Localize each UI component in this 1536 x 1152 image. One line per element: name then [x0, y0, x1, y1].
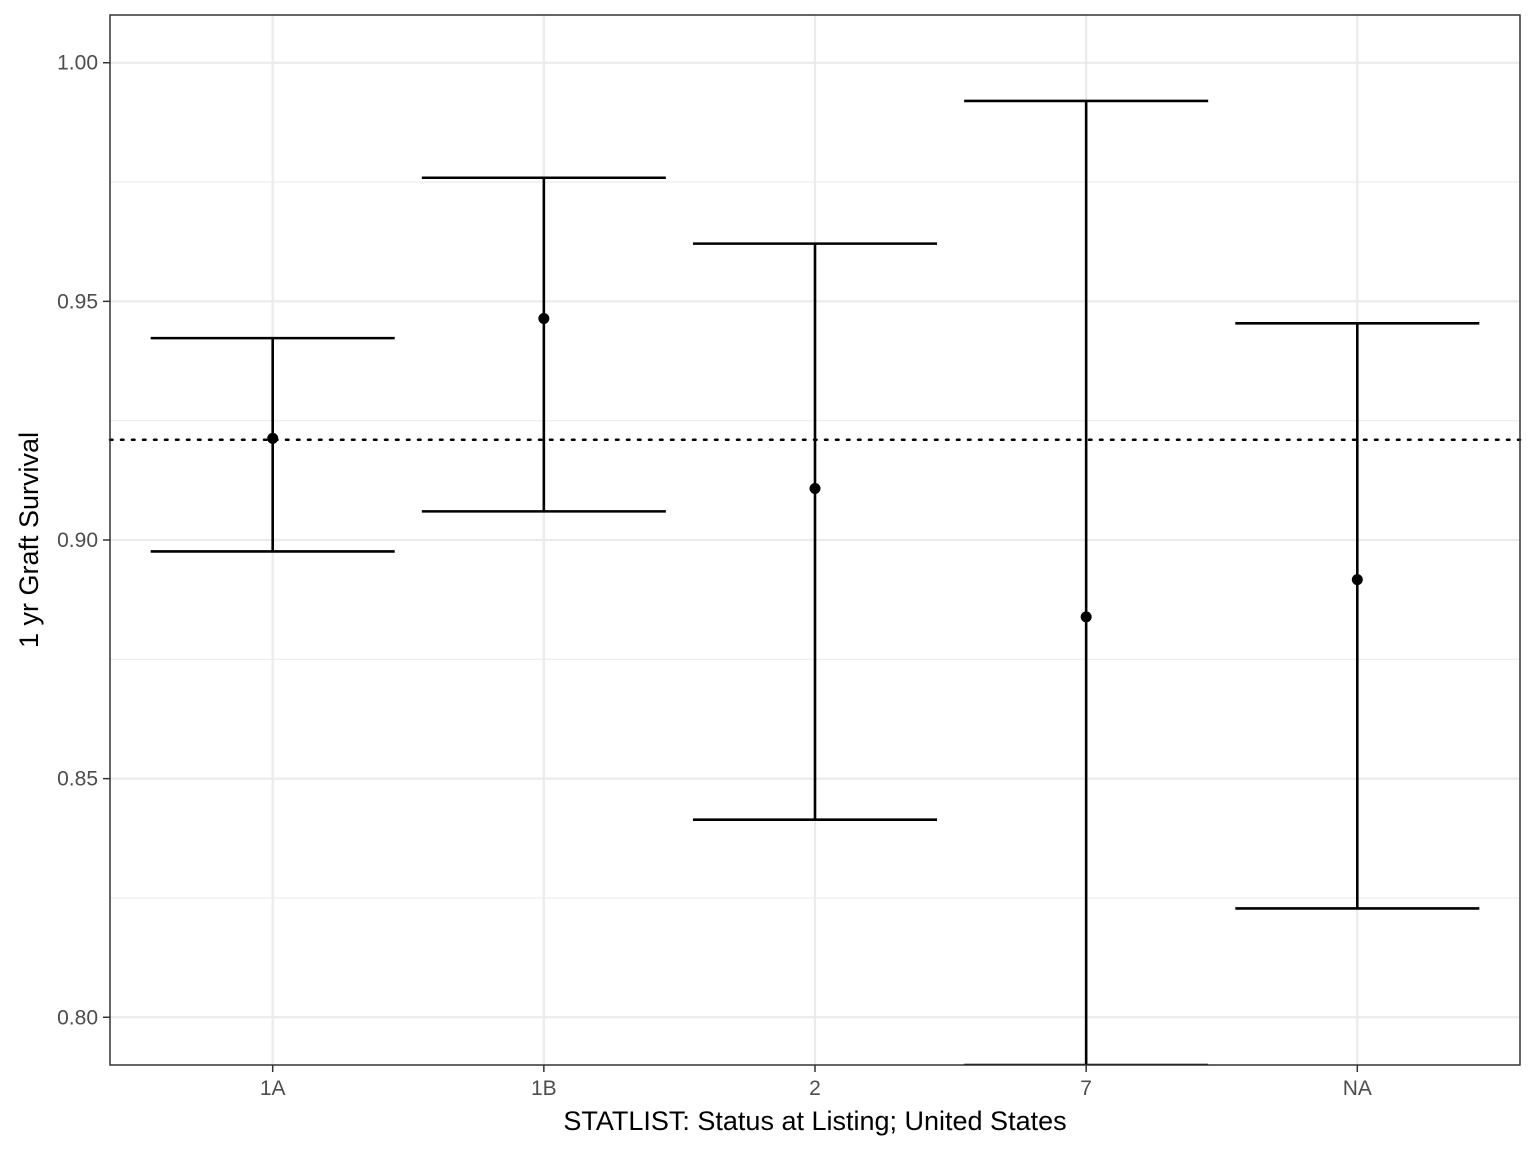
- x-tick-label: NA: [1343, 1077, 1372, 1100]
- y-tick-label: 0.90: [57, 529, 98, 552]
- y-tick-label: 0.85: [57, 768, 98, 791]
- point-estimate-2: [809, 482, 821, 494]
- point-estimate-NA: [1351, 574, 1363, 586]
- x-tick-label: 7: [1080, 1077, 1092, 1100]
- x-tick-label: 2: [809, 1077, 821, 1100]
- x-axis-title: STATLIST: Status at Listing; United Stat…: [563, 1106, 1066, 1136]
- point-estimate-1A: [267, 432, 279, 444]
- y-tick-label: 0.95: [57, 290, 98, 313]
- x-tick-label: 1A: [260, 1077, 286, 1100]
- error-bars-layer: [150, 99, 1480, 1065]
- axes: 0.80 0.85 0.90 0.95 1.00 1A 1B 2 7 NA: [57, 52, 1372, 1100]
- point-estimate-7: [1080, 611, 1092, 623]
- y-tick-label: 0.80: [57, 1006, 98, 1029]
- point-estimate-1B: [538, 313, 550, 325]
- y-tick-label: 1.00: [57, 52, 98, 75]
- y-axis-title: 1 yr Graft Survival: [14, 432, 44, 648]
- x-tick-label: 1B: [531, 1077, 557, 1100]
